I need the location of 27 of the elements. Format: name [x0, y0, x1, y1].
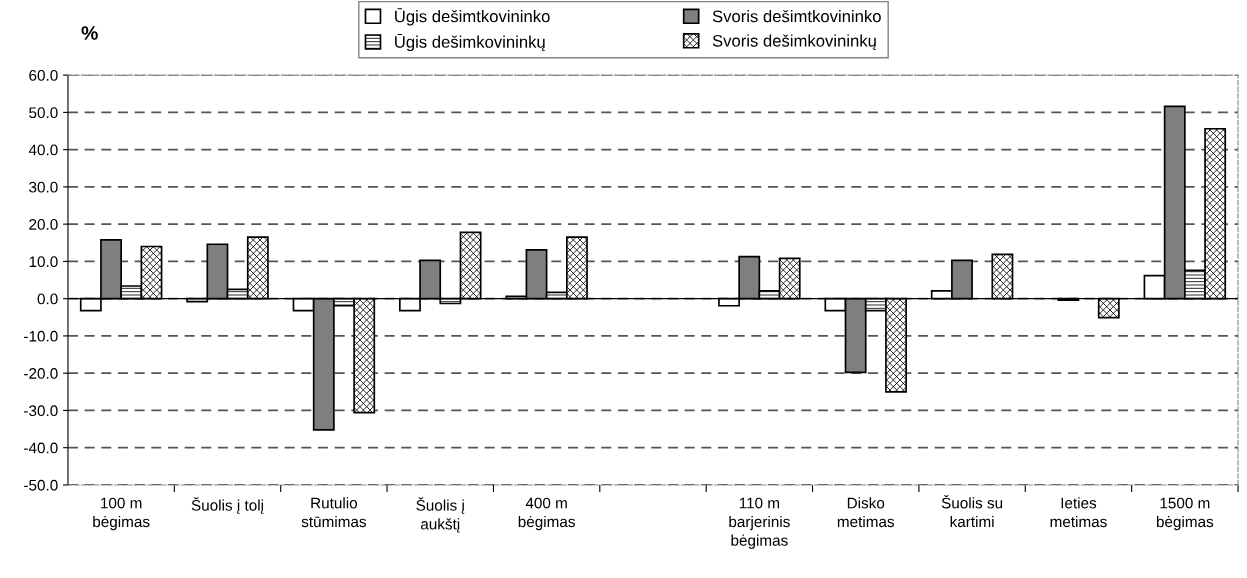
x-tick-label: 1500 m bėgimas [1156, 497, 1214, 531]
y-axis-title: % [81, 26, 98, 40]
y-tick-label: -20.0 [24, 368, 58, 379]
y-tick-label: -10.0 [24, 330, 58, 342]
legend-label: Svoris dešimtkovininko [712, 9, 881, 23]
x-tick-label: Šuolis į aukštį [416, 497, 465, 533]
y-tick-label: 40.0 [28, 144, 58, 156]
x-tick-label: Šuolis į tolį [191, 497, 264, 514]
x-tick-label: 110 m barjerinis bėgimas [729, 497, 790, 549]
x-tick-label: Ieties metimas [1050, 497, 1107, 528]
y-tick-label: 0.0 [37, 293, 58, 305]
y-tick-label: 20.0 [29, 219, 58, 230]
y-tick-label: -40.0 [24, 442, 58, 454]
x-tick-label: Rutulio stūmimas [301, 497, 367, 528]
legend-label: Ūgis dešimtkovininko [395, 8, 550, 26]
y-tick-label: 10.0 [29, 256, 58, 268]
y-tick-label: 30.0 [29, 181, 58, 193]
y-tick-label: -50.0 [24, 479, 58, 491]
x-tick-label: Šuolis su kartimi [941, 494, 1003, 528]
x-tick-label: 400 m bėgimas [518, 497, 575, 531]
x-tick-label: Disko metimas [837, 497, 895, 528]
legend-label: Svoris dešimkovininkų [712, 34, 876, 51]
legend-label: Ūgis dešimkovininkų [395, 33, 545, 52]
y-tick-label: 50.0 [29, 107, 58, 119]
x-tick-label: 100 m bėgimas [93, 497, 150, 531]
y-tick-label: -30.0 [24, 405, 58, 417]
y-tick-label: 60.0 [29, 70, 58, 81]
